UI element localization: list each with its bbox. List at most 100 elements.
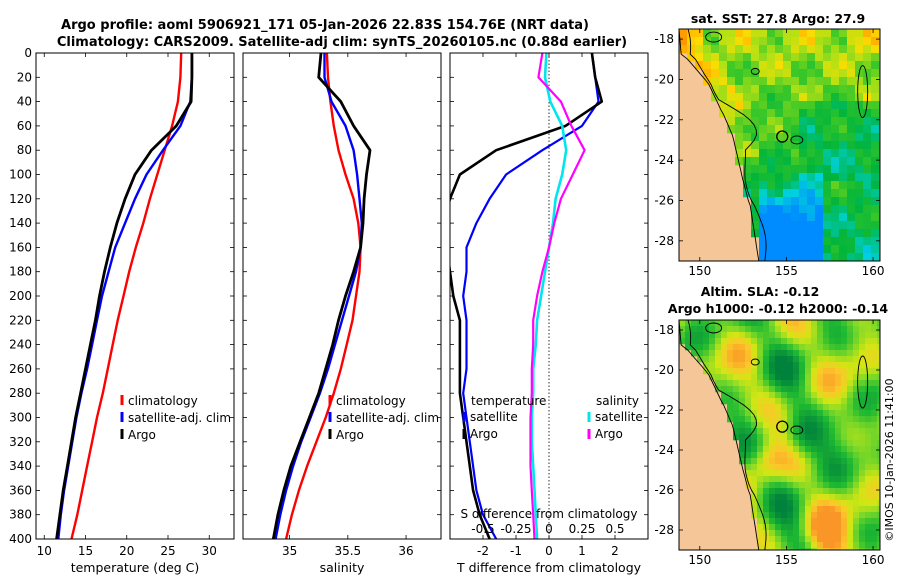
map-cell (807, 237, 816, 246)
s-tick-label: 0.5 (605, 522, 624, 536)
map-cell (743, 117, 752, 126)
map-cell (767, 173, 776, 182)
map-cell (721, 320, 728, 327)
map-cell (847, 422, 854, 429)
map-cell (815, 213, 824, 222)
map-cell (823, 332, 830, 339)
map-cell (839, 149, 848, 158)
map-cell (865, 428, 872, 435)
map-cell (769, 446, 776, 453)
map-cell (865, 518, 872, 525)
map-cell (855, 237, 864, 246)
map-cell (829, 446, 836, 453)
map-cell (775, 237, 784, 246)
map-cell (769, 434, 776, 441)
map-cell (815, 93, 824, 102)
map-cell (839, 229, 848, 238)
map-cell (817, 392, 824, 399)
map-cell (831, 37, 840, 46)
map-cell (757, 476, 764, 483)
map-cell (841, 464, 848, 471)
map-cell (841, 536, 848, 543)
map-cell (787, 476, 794, 483)
map-cell (793, 344, 800, 351)
map-cell (853, 452, 860, 459)
legend-label: climatology (128, 394, 198, 408)
map-cell (829, 410, 836, 417)
map-cell (799, 518, 806, 525)
map-cell (863, 141, 872, 150)
map-cell (829, 422, 836, 429)
map-cell (787, 404, 794, 411)
map-cell (823, 205, 832, 214)
map-cell (775, 404, 782, 411)
map-cell (757, 362, 764, 369)
map-cell (823, 53, 832, 62)
map-cell (727, 85, 736, 94)
map-cell (853, 542, 860, 549)
map-cell (787, 374, 794, 381)
map-cell (679, 320, 686, 327)
map-cell (817, 416, 824, 423)
map-cell (871, 494, 878, 501)
map-cell (823, 374, 830, 381)
map-cell (835, 452, 842, 459)
map-cell (805, 512, 812, 519)
map-cell (871, 362, 878, 369)
map-cell (793, 500, 800, 507)
map-cell (853, 350, 860, 357)
map-cell (759, 157, 768, 166)
map-cell (679, 332, 686, 339)
map-cell (793, 332, 800, 339)
map-cell (807, 61, 816, 70)
map-cell (775, 362, 782, 369)
map-cell (775, 452, 782, 459)
map-cell (807, 69, 816, 78)
map-cell (807, 253, 816, 261)
map-cell (805, 410, 812, 417)
map-cell (743, 93, 752, 102)
map-cell (807, 149, 816, 158)
map-cell (807, 85, 816, 94)
axes-frame (449, 52, 649, 540)
map-cell (817, 494, 824, 501)
map-cell (865, 392, 872, 399)
map-cell (871, 205, 880, 214)
map-cell (759, 181, 768, 190)
map-cell (877, 398, 880, 405)
map-cell (759, 229, 768, 238)
map-cell (841, 422, 848, 429)
map-x-tick-label: 155 (775, 553, 798, 567)
legend-salinity-heading: salinity (596, 394, 639, 408)
map-cell (775, 482, 782, 489)
map-cell (877, 344, 880, 351)
y-tick-label: 240 (9, 338, 32, 352)
map-cell (727, 380, 734, 387)
map-cell (839, 109, 848, 118)
map-cell (733, 350, 740, 357)
map-cell (811, 500, 818, 507)
map-cell (679, 37, 688, 46)
map-cell (791, 245, 800, 254)
map-cell (859, 434, 866, 441)
map-cell (839, 197, 848, 206)
map-cell (865, 488, 872, 495)
map-cell (847, 77, 856, 86)
map-cell (769, 350, 776, 357)
map-cell (793, 362, 800, 369)
map-cell (727, 398, 734, 405)
map-cell (829, 344, 836, 351)
map-cell (763, 518, 770, 525)
map-cell (811, 476, 818, 483)
map-cell (823, 320, 830, 327)
map-cell (751, 458, 758, 465)
map-cell (733, 434, 740, 441)
map-cell (807, 109, 816, 118)
map-cell (775, 464, 782, 471)
map-cell (787, 530, 794, 537)
map-cell (709, 350, 716, 357)
map-cell (787, 440, 794, 447)
map-cell (853, 386, 860, 393)
map-cell (781, 410, 788, 417)
map-cell (835, 380, 842, 387)
